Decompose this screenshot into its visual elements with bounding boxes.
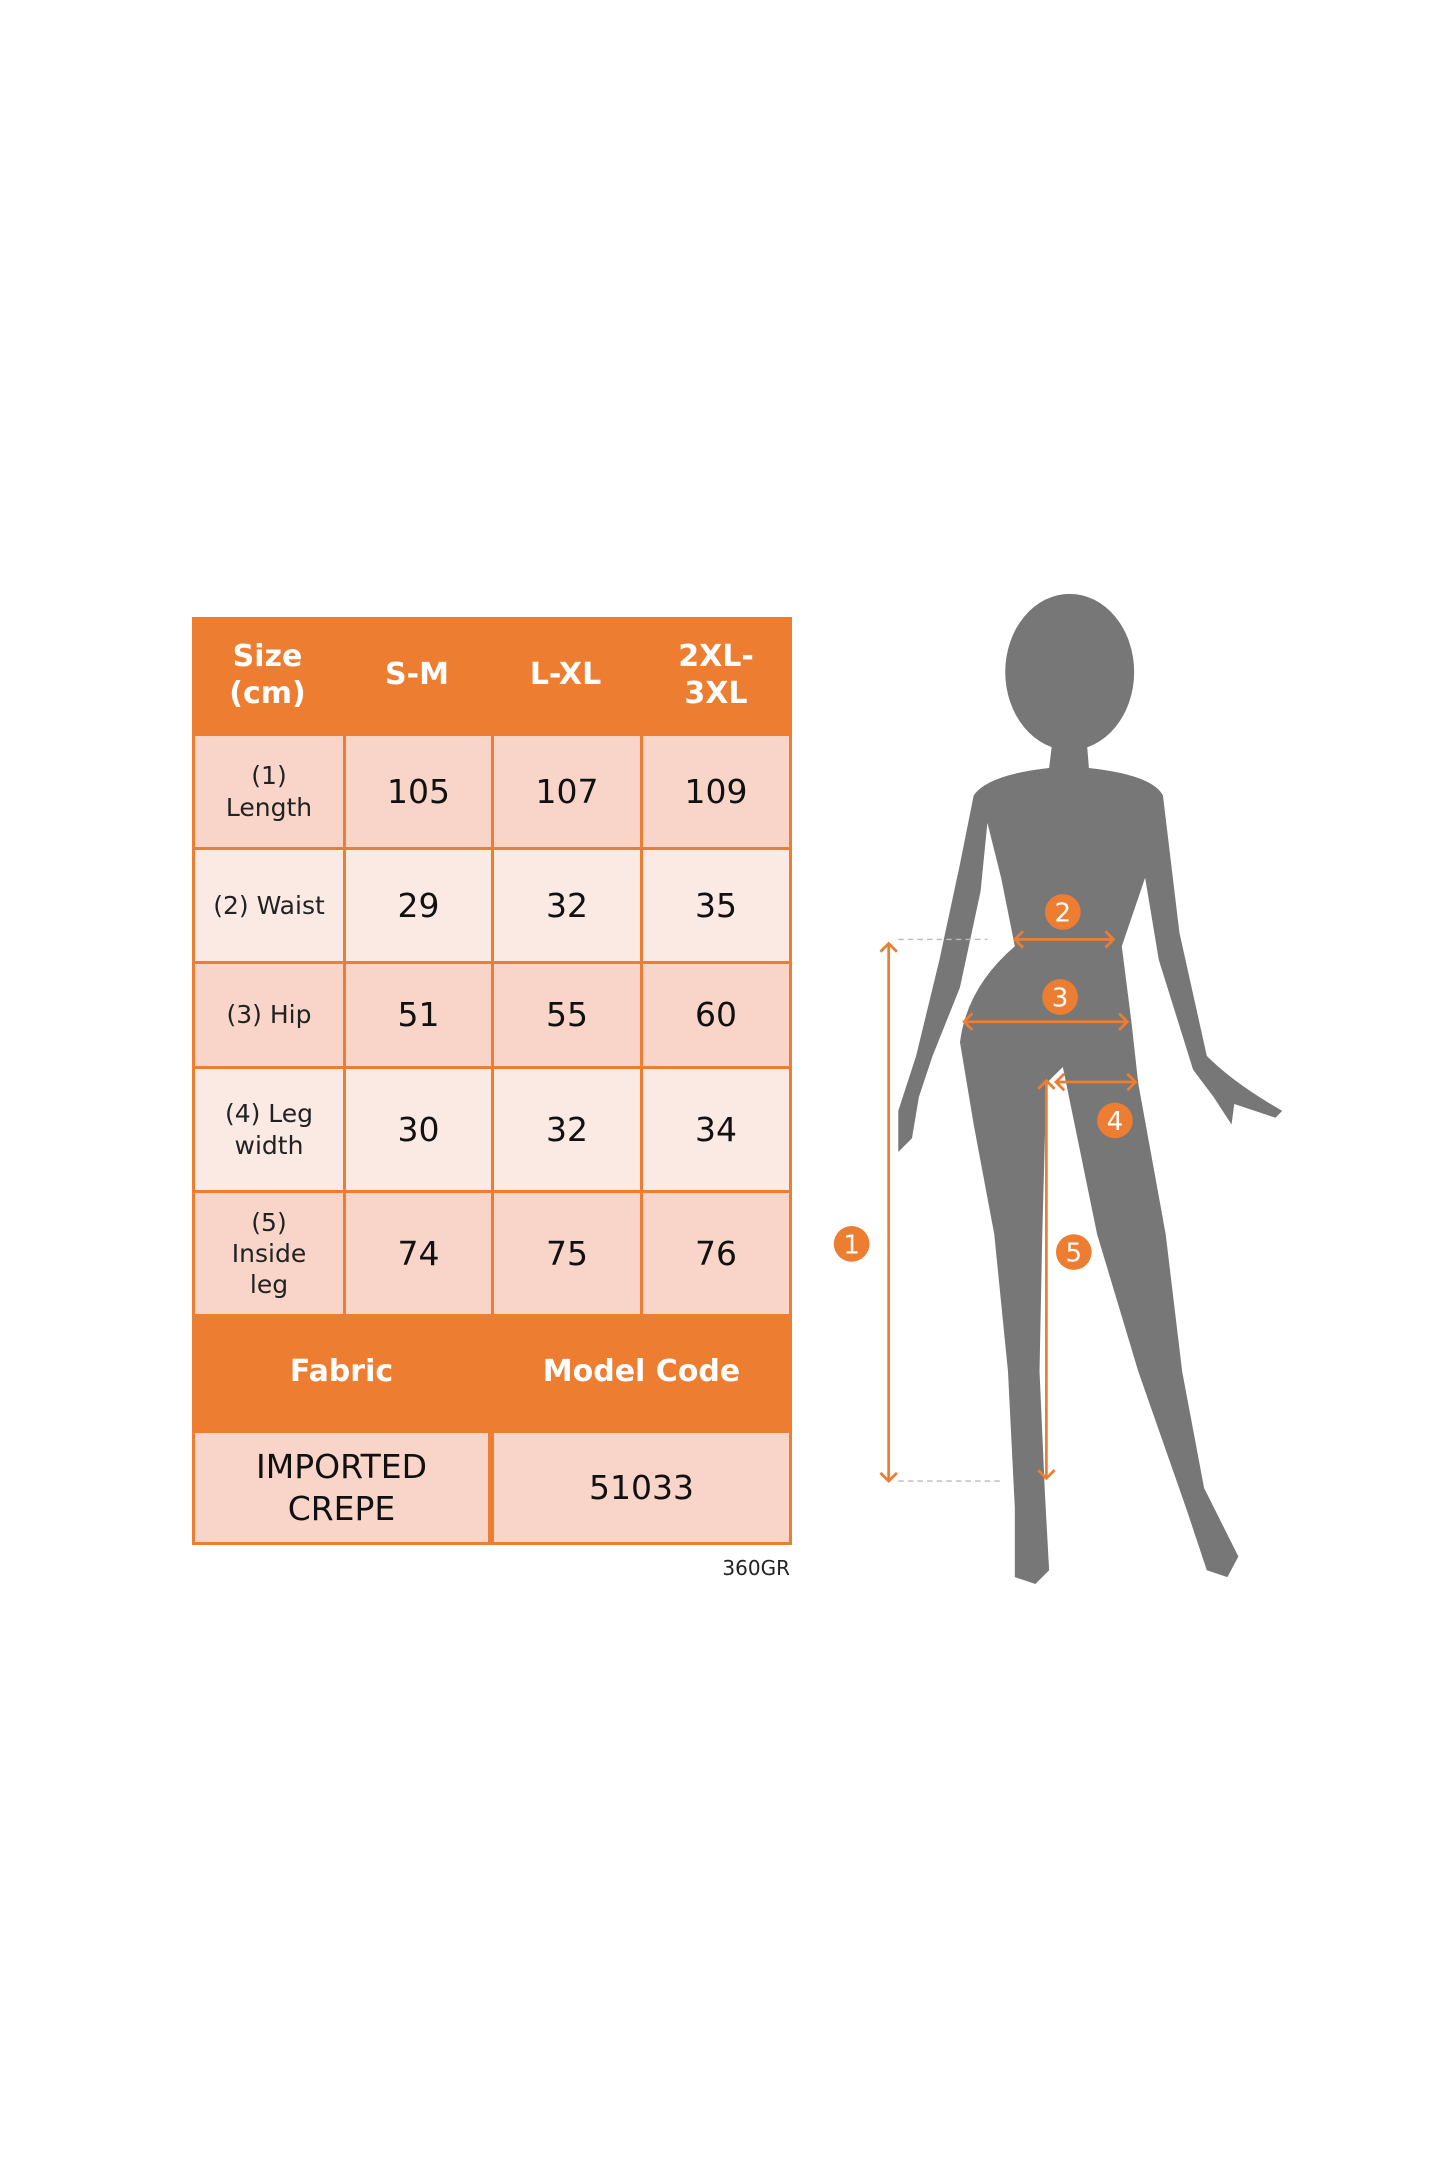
hip-arrow — [962, 1012, 1130, 1031]
size-value-cell: 109 — [643, 736, 789, 847]
marker-number: 4 — [1107, 1107, 1124, 1137]
leg-width-arrow — [1054, 1072, 1138, 1092]
marker-circle — [833, 1226, 870, 1262]
size-value-cell: 55 — [494, 964, 640, 1066]
row-label: (3) Hip — [195, 964, 343, 1066]
row-label: (4) Leg width — [195, 1069, 343, 1190]
size-value-cell: 35 — [643, 850, 789, 961]
size-value-cell: 30 — [346, 1069, 491, 1190]
column-header: L-XL — [529, 657, 602, 693]
size-value-cell: 75 — [494, 1193, 640, 1314]
marker-circle — [1042, 979, 1078, 1015]
marker-circle — [1055, 1234, 1092, 1270]
size-value-cell: 74 — [346, 1193, 491, 1314]
row-label: (1) Length — [195, 736, 343, 847]
row-label: (5) Inside leg — [195, 1193, 343, 1314]
marker-circle — [1045, 894, 1081, 930]
inside-leg-arrow — [1037, 1078, 1056, 1481]
size-value-cell: 32 — [494, 850, 640, 961]
marker-circle — [1097, 1102, 1133, 1139]
marker-number: 1 — [843, 1230, 860, 1260]
size-value-cell: 32 — [494, 1069, 640, 1190]
silhouette-head — [1005, 593, 1135, 751]
guide-lines — [898, 938, 1002, 1482]
marker-number: 5 — [1066, 1239, 1083, 1269]
column-header: S-M — [385, 657, 449, 693]
marker-number: 3 — [1052, 984, 1069, 1014]
size-value-cell: 34 — [643, 1069, 789, 1190]
waist-arrow — [1012, 930, 1116, 949]
size-value-cell: 51 — [346, 964, 491, 1066]
size-value-cell: 29 — [346, 850, 491, 961]
column-header: 2XL- 3XL — [678, 638, 754, 712]
fabric-header: Fabric — [289, 1354, 394, 1390]
size-value-cell: 60 — [643, 964, 789, 1066]
model-code-value: 51033 — [494, 1433, 789, 1542]
fabric-value: IMPORTED CREPE — [195, 1433, 488, 1542]
size-value-cell: 107 — [494, 736, 640, 847]
size-chart-table: Size (cm) S-M L-XL 2XL- 3XL (1) Length 105 107… — [192, 617, 792, 1545]
length-arrow — [879, 941, 898, 1484]
size-value-cell: 76 — [643, 1193, 789, 1314]
silhouette-body — [898, 733, 1283, 1584]
measurement-markers: 1 2 3 4 5 — [833, 894, 1133, 1270]
measurement-arrows — [879, 930, 1138, 1484]
row-label: (2) Waist — [195, 850, 343, 961]
size-value-cell: 105 — [346, 736, 491, 847]
fabric-weight-note: 360GR — [722, 1556, 790, 1580]
column-header: Size (cm) — [229, 638, 306, 712]
model-code-header: Model Code — [542, 1354, 741, 1390]
marker-number: 2 — [1055, 899, 1072, 929]
